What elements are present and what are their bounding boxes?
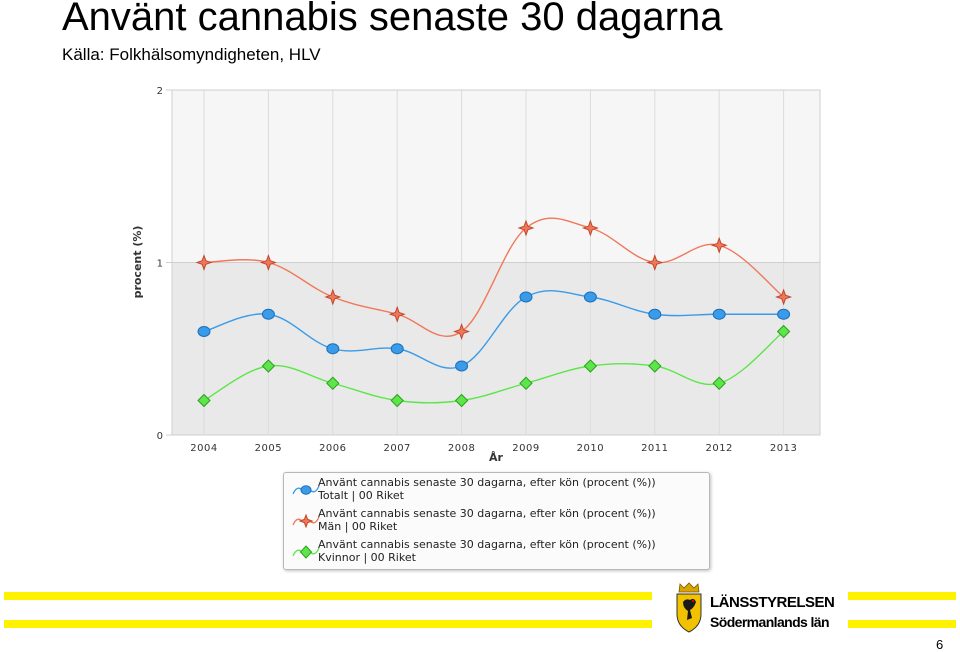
- chart-legend: Använt cannabis senaste 30 dagarna, efte…: [283, 472, 710, 570]
- legend-label-line2: Kvinnor | 00 Riket: [318, 551, 416, 564]
- legend-label-line2: Män | 00 Riket: [318, 520, 398, 533]
- series-2-point: [324, 288, 342, 306]
- lansstyrelsen-logo: LÄNSSTYRELSEN Södermanlands län: [672, 582, 842, 634]
- plot-background-lower: [172, 262, 820, 435]
- x-tick-label: 2006: [319, 443, 346, 454]
- legend-item: Använt cannabis senaste 30 dagarna, efte…: [284, 507, 709, 535]
- series-2-point: [195, 254, 213, 271]
- logo-text-line1: LÄNSSTYRELSEN: [710, 594, 835, 611]
- line-chart: 0 1 2 2004 2005 2006 2007 2008 2009 2010 2011 2012 2…: [131, 86, 821, 464]
- series-1-point: [519, 291, 533, 303]
- series-3-point: [197, 393, 211, 408]
- legend-circle-icon: [292, 485, 320, 495]
- series-3-point: [583, 359, 598, 373]
- series-3-point: [519, 376, 533, 390]
- series-3-point: [648, 359, 662, 373]
- series-3-point: [776, 324, 791, 339]
- x-axis-label: År: [489, 451, 504, 464]
- logo-text-line2: Södermanlands län: [710, 614, 830, 630]
- x-tick-label: 2013: [770, 443, 797, 454]
- series-3-point: [261, 359, 276, 373]
- y-tick-label: 2: [157, 86, 163, 97]
- legend-item: Använt cannabis senaste 30 dagarna, efte…: [284, 476, 709, 504]
- y-tick-label: 0: [157, 431, 163, 442]
- legend-star-icon: [292, 513, 320, 529]
- x-tick-label: 2005: [255, 443, 282, 454]
- series-1-point: [390, 343, 404, 355]
- x-tick-label: 2008: [448, 443, 475, 454]
- series-1-point: [777, 308, 791, 320]
- series-2-point: [453, 323, 471, 340]
- x-tick-label: 2009: [512, 443, 539, 454]
- series-2-point: [581, 219, 599, 237]
- series-3-point: [712, 376, 726, 390]
- x-tick-label: 2007: [383, 443, 410, 454]
- yellow-band-right: [848, 592, 956, 600]
- series-1-point: [648, 308, 662, 320]
- legend-label-line2: Totalt | 00 Riket: [318, 489, 404, 502]
- series-1-point: [197, 326, 211, 337]
- series-line-3: [203, 330, 785, 404]
- slide-title: Använt cannabis senaste 30 dagarna: [62, 0, 723, 39]
- legend-label: Använt cannabis senaste 30 dagarna, efte…: [318, 476, 656, 502]
- plot-background-upper: [172, 90, 820, 263]
- series-2-point: [259, 254, 277, 271]
- y-axis-label: procent (%): [131, 226, 144, 299]
- series-3-point: [326, 376, 340, 390]
- series-1-point: [712, 308, 726, 320]
- x-tick-label: 2012: [705, 443, 732, 454]
- series-3-point: [390, 393, 404, 408]
- x-tick-label: 2011: [641, 443, 668, 454]
- slide-subtitle: Källa: Folkhälsomyndigheten, HLV: [62, 45, 321, 64]
- legend-item: Använt cannabis senaste 30 dagarna, efte…: [284, 538, 709, 566]
- coat-of-arms-icon: [676, 582, 702, 633]
- series-2-point: [646, 254, 664, 271]
- series-1-point: [583, 291, 597, 303]
- series-line-1: [203, 290, 784, 369]
- series-2-point: [710, 236, 728, 254]
- series-2-point: [517, 219, 535, 237]
- yellow-band-left-lower: [4, 620, 652, 628]
- legend-label: Använt cannabis senaste 30 dagarna, efte…: [318, 507, 656, 533]
- legend-label: Använt cannabis senaste 30 dagarna, efte…: [318, 538, 656, 564]
- series-2-point: [388, 305, 406, 323]
- legend-label-line1: Använt cannabis senaste 30 dagarna, efte…: [318, 476, 656, 489]
- plot-frame: [171, 89, 821, 436]
- legend-label-line1: Använt cannabis senaste 30 dagarna, efte…: [318, 507, 656, 520]
- yellow-band-right-lower: [848, 620, 956, 628]
- page-number: 6: [936, 637, 944, 652]
- legend-diamond-icon: [292, 545, 320, 559]
- x-tick-label: 2010: [577, 443, 604, 454]
- series-line-2: [203, 217, 785, 337]
- series-1-point: [261, 308, 275, 320]
- x-tick-label: 2004: [190, 443, 217, 454]
- legend-label-line1: Använt cannabis senaste 30 dagarna, efte…: [318, 538, 656, 551]
- yellow-band-left: [4, 592, 652, 600]
- series-1-point: [455, 360, 469, 372]
- y-tick-label: 1: [157, 259, 163, 270]
- series-1-point: [326, 343, 340, 355]
- series-3-point: [454, 393, 469, 408]
- series-2-point: [775, 288, 793, 306]
